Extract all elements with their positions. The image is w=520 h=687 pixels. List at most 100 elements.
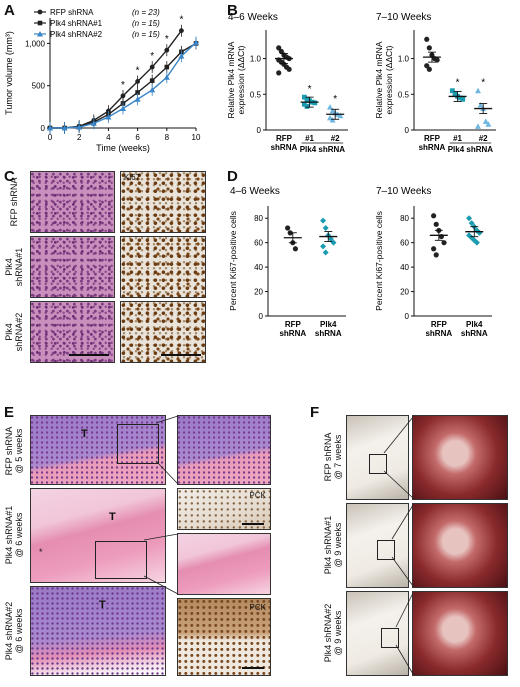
a-legend-marker	[37, 31, 43, 37]
d-left-point	[322, 249, 329, 256]
c-he-rfp	[30, 171, 115, 233]
a-point	[164, 47, 170, 53]
d-right-point	[433, 221, 439, 227]
b-left-category-label: RFP	[276, 134, 293, 143]
b-left-point	[301, 94, 307, 100]
e-scale-bar-2	[242, 667, 264, 669]
f-box-1	[369, 454, 387, 474]
a-point	[61, 125, 68, 131]
c-scale-bar-2	[161, 354, 201, 356]
a-significance-star: *	[179, 15, 183, 26]
b-right-y-tick-label: 1.0	[398, 55, 410, 64]
panel-label-b: B	[227, 2, 238, 19]
d-right-title: 7–10 Weeks	[376, 186, 431, 197]
f-row-label-plk2: Plk4 shRNA#2 @ 9 weeks	[323, 603, 343, 663]
b-right-point	[424, 36, 430, 42]
f-box-2	[377, 540, 395, 560]
d-left-point	[330, 239, 337, 246]
a-point	[76, 124, 83, 130]
b-left-y-tick-label: 0.5	[250, 90, 262, 99]
d-left-y-tick-label: 0	[259, 312, 264, 321]
e-zoom-rfp	[177, 415, 271, 485]
b-left-point	[312, 100, 318, 106]
e-he-plk2: T	[30, 586, 166, 676]
panel-label-c: C	[4, 168, 15, 185]
b-right-y-axis-label: expression (ΔΔCt)	[384, 45, 394, 114]
a-point	[149, 86, 156, 93]
a-point	[135, 90, 140, 95]
d-right-y-tick-label: 60	[400, 239, 409, 248]
b-right-point	[474, 123, 481, 129]
d-right-point	[476, 229, 483, 236]
d-right-point	[468, 220, 475, 227]
a-legend-n: (n = 23)	[132, 8, 160, 17]
b-right-point	[474, 87, 481, 94]
b-right-y-tick-label: 0	[405, 126, 410, 135]
d-left-point	[285, 225, 291, 231]
a-x-tick-label: 10	[192, 133, 201, 142]
b-left-group-label: Plk4 shRNA	[300, 145, 346, 154]
b-left-category-label: #2	[331, 134, 340, 143]
b-left-category-label: #1	[305, 134, 314, 143]
e-pck-label-1: PCK	[249, 491, 266, 500]
f-mouse-plk2	[346, 591, 409, 676]
f-box-3	[381, 628, 399, 648]
b-left-point	[304, 96, 310, 102]
a-point	[163, 74, 170, 80]
c-ki67-rfp: Ki67	[120, 171, 206, 233]
b-left-y-axis-label: expression (ΔΔCt)	[236, 45, 246, 114]
a-significance-star: *	[165, 34, 169, 45]
d-right-category-label: RFP	[431, 320, 448, 329]
a-legend-name: Plk4 shRNA#2	[50, 30, 103, 39]
d-right-point	[431, 213, 437, 219]
a-x-tick-label: 8	[165, 133, 170, 142]
a-legend-n: (n = 15)	[132, 30, 160, 39]
e-tumor-label-1: T	[81, 428, 88, 440]
d-left-y-axis-label: Percent Ki67-positive cells	[228, 211, 238, 311]
a-legend-n: (n = 15)	[132, 19, 160, 28]
c-ki67-plk1	[120, 236, 206, 298]
b-left-category-label: shRNA	[271, 143, 298, 152]
a-point	[90, 120, 97, 126]
b-left-y-axis-label: Relative Plk4 mRNA	[226, 41, 236, 118]
tumor-volume-chart: 0 500 1,000 0 2 4 6 8 10 Time (weeks) Tumor volume…	[4, 8, 201, 153]
a-legend-marker	[37, 9, 43, 15]
a-y-axis-label: Tumor volume (mm³)	[4, 31, 14, 115]
a-point	[149, 78, 155, 83]
d-right-point	[441, 240, 447, 246]
b-right-point	[424, 63, 430, 69]
a-point	[135, 79, 141, 84]
panel-label-a: A	[4, 2, 15, 19]
e-inset-box-1	[117, 424, 159, 464]
e-pck-plk: PCK	[177, 598, 271, 676]
a-significance-star: *	[136, 65, 140, 76]
e-connector-lines	[143, 415, 179, 595]
b-right-category-label: #1	[453, 134, 462, 143]
d-right-y-axis-label: Percent Ki67-positive cells	[374, 211, 384, 311]
b-right-point	[452, 91, 458, 97]
e-pck-rfp: PCK	[177, 488, 271, 530]
e-he-plk1: T *	[30, 488, 166, 583]
d-left-point	[320, 217, 327, 224]
a-y-tick-label: 500	[32, 82, 46, 91]
d-right-point	[433, 252, 439, 258]
d-right-y-tick-label: 80	[400, 214, 409, 223]
a-x-tick-label: 6	[135, 133, 140, 142]
f-organ-plk1	[412, 503, 508, 588]
d-left-title: 4–6 Weeks	[230, 186, 280, 197]
b-right-point	[460, 96, 466, 102]
c-he-plk2	[30, 301, 115, 363]
d-left-point	[292, 246, 299, 252]
e-he-rfp: T	[30, 415, 166, 485]
f-row-label-rfp: RFP shRNA @ 7 weeks	[323, 432, 343, 482]
b-left-point	[337, 112, 344, 119]
b-right-point	[485, 121, 492, 127]
f-organ-plk2	[412, 591, 508, 676]
a-point	[105, 114, 112, 120]
a-significance-star: *	[121, 80, 125, 91]
b-left-significance-star: *	[333, 94, 337, 105]
b-left-significance-star: *	[308, 84, 312, 95]
e-tumor-label-3: T	[99, 599, 106, 611]
